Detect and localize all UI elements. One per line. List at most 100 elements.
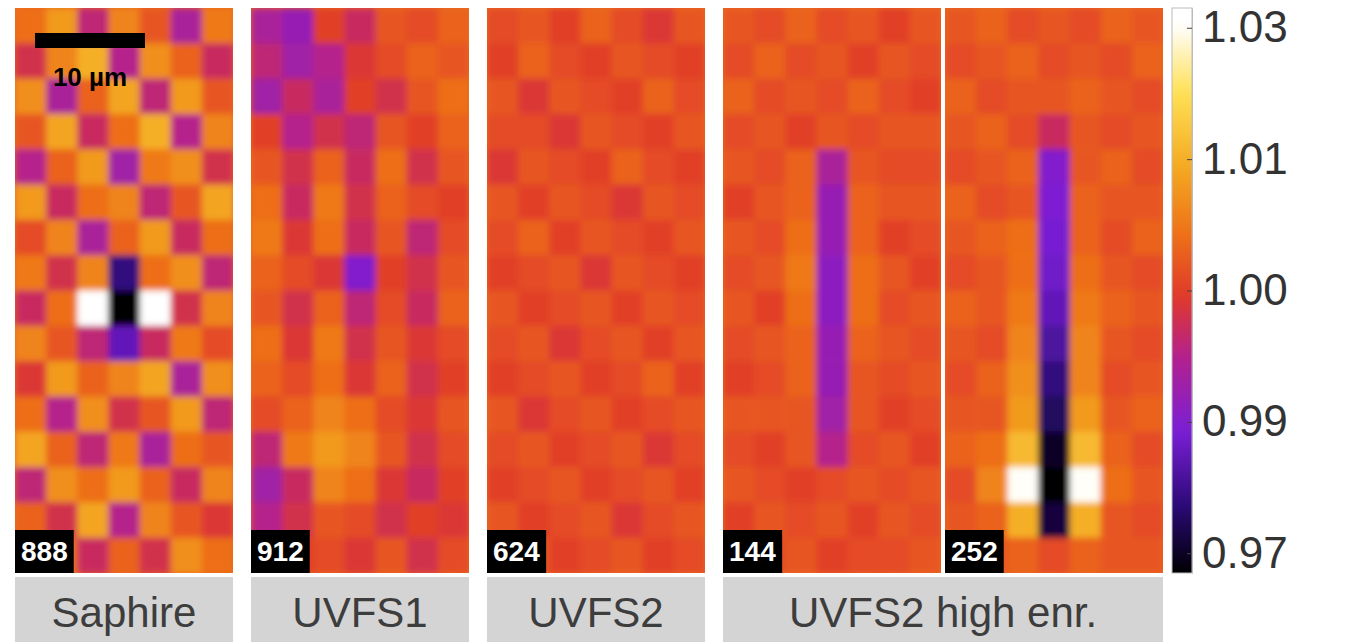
cell [848,149,880,185]
cell [785,396,817,432]
cell [251,149,283,185]
cell [1038,291,1070,327]
cell [251,432,283,468]
cell [202,185,233,221]
cell [407,255,439,291]
panel-plot [945,8,1163,573]
cell [1038,538,1070,573]
cell [879,502,911,538]
cell [282,220,314,256]
cell [15,43,47,79]
cell [1101,43,1133,79]
cell [816,502,848,538]
cell [344,79,376,115]
cell [313,185,345,221]
cell [976,79,1008,115]
cell [313,538,345,573]
cell [1038,361,1070,397]
cell [518,79,550,115]
panel-plot [15,8,233,573]
cell [723,291,755,327]
cell [612,291,644,327]
cell [46,432,78,468]
colorbar-axis: 0.970.991.001.011.03 [1187,2,1288,576]
cell [879,220,911,256]
panel-number-box [15,530,74,573]
cell [407,432,439,468]
cell [674,291,705,327]
cell [376,255,408,291]
cell [108,291,140,327]
cell [580,538,612,573]
cell [580,326,612,362]
cell [580,432,612,468]
cell [1101,291,1133,327]
cell [171,149,203,185]
cell [754,291,786,327]
colorbar-tick: 1.01 [1187,134,1288,183]
cell [313,255,345,291]
cell [407,502,439,538]
cell [438,396,469,432]
cell [910,361,941,397]
cell [785,467,817,503]
colorbar-tick: 1.00 [1187,265,1288,314]
cell [1101,220,1133,256]
cell [1038,114,1070,150]
cell [15,220,47,256]
cell [487,149,519,185]
cell [376,79,408,115]
cell [879,291,911,327]
cell [549,43,581,79]
cell [580,79,612,115]
cell [251,326,283,362]
cell [438,361,469,397]
cell [140,326,172,362]
cell [313,432,345,468]
cell [15,185,47,221]
cell [15,361,47,397]
cell [848,502,880,538]
cell [407,396,439,432]
cell [816,255,848,291]
cell [376,361,408,397]
cell [1070,149,1102,185]
cell [171,291,203,327]
cell [879,43,911,79]
cells [723,8,941,573]
cell [643,538,675,573]
cell [171,255,203,291]
cell [910,396,941,432]
cell [1007,149,1039,185]
cell [1101,114,1133,150]
cell [879,396,911,432]
cell [612,114,644,150]
cell [313,361,345,397]
cell [438,255,469,291]
cell [723,185,755,221]
cell [344,220,376,256]
cell [580,220,612,256]
cell [754,255,786,291]
cell [407,149,439,185]
cell [674,220,705,256]
cell [171,502,203,538]
cell [816,291,848,327]
cell [848,326,880,362]
cell [976,220,1008,256]
cell [1038,220,1070,256]
cell [643,8,675,44]
cell [438,467,469,503]
cell [46,361,78,397]
cell [313,467,345,503]
cell [580,114,612,150]
cell [344,467,376,503]
cell [976,8,1008,44]
cell [612,255,644,291]
cell [46,185,78,221]
cell [282,255,314,291]
cell [77,114,109,150]
cell [1038,326,1070,362]
cell [1101,502,1133,538]
cell [108,255,140,291]
